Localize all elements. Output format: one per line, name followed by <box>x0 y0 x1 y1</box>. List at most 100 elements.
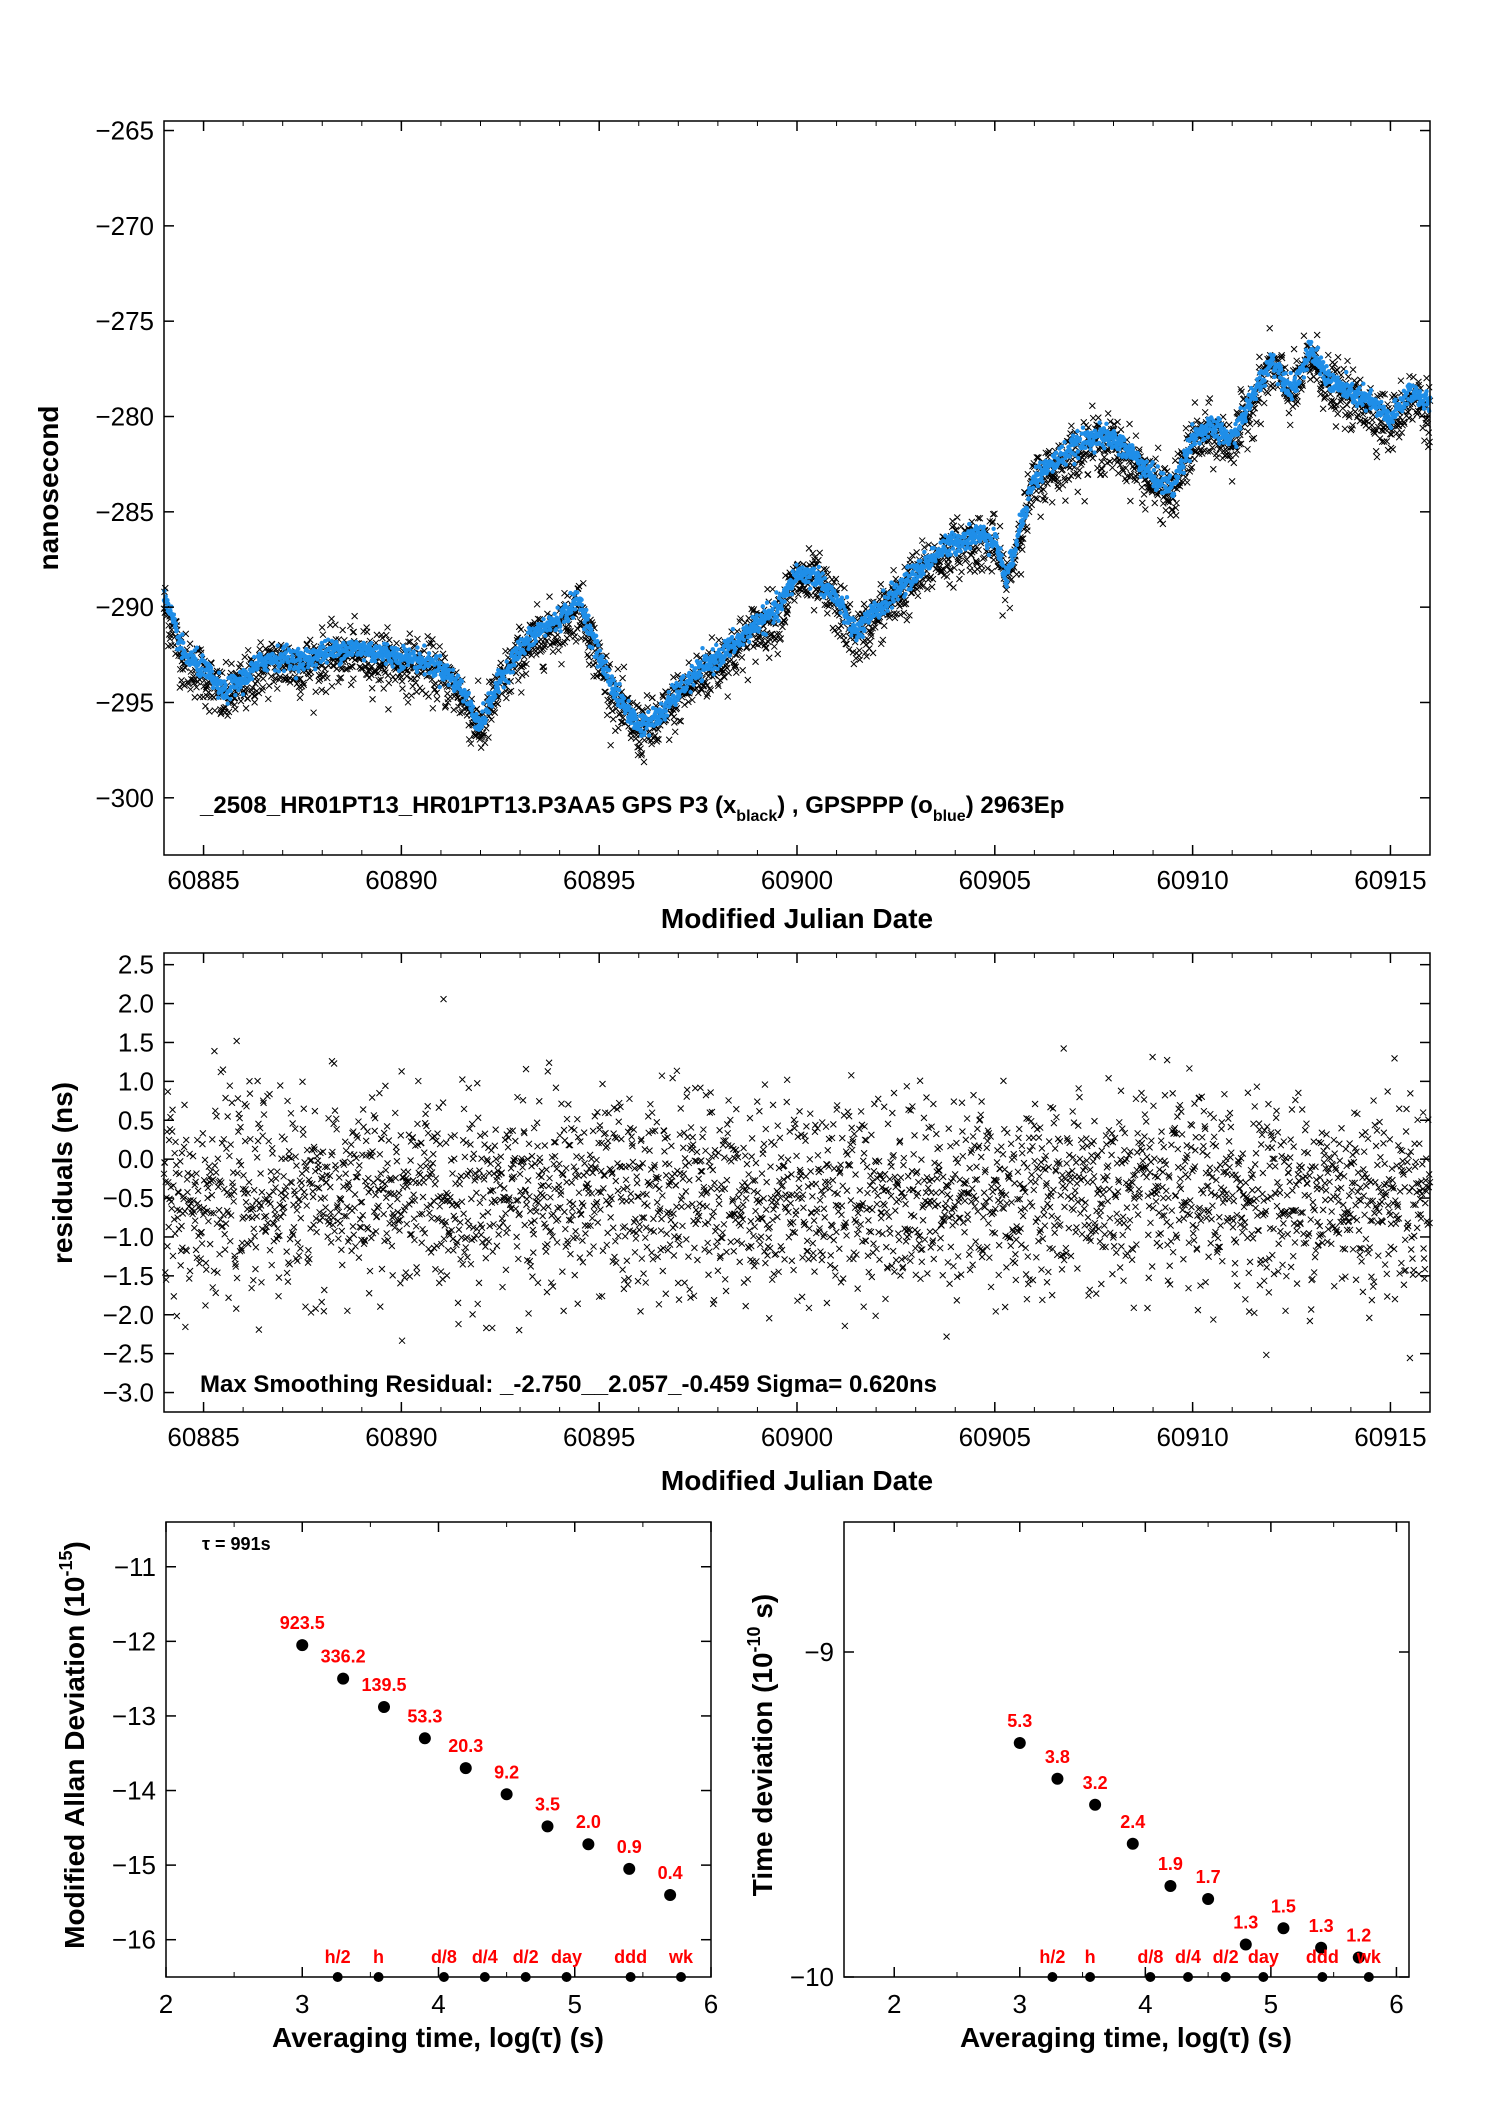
black-x-point <box>1114 418 1121 426</box>
black-x-point <box>860 600 868 608</box>
blue-o-point <box>748 634 753 639</box>
black-x-point <box>286 678 294 686</box>
blue-o-point <box>296 669 301 674</box>
black-x-point <box>1228 478 1236 485</box>
blue-o-point <box>390 664 395 669</box>
black-x-point <box>1159 520 1167 528</box>
blue-o-point <box>369 640 374 646</box>
black-x-point <box>1151 499 1159 507</box>
blue-o-point <box>483 717 489 722</box>
black-x-point <box>571 633 579 640</box>
black-x-point <box>564 627 572 635</box>
black-x-point <box>752 658 759 666</box>
blue-o-point <box>658 701 664 706</box>
blue-o-point <box>570 615 576 620</box>
black-x-point <box>1172 512 1180 519</box>
black-x-point <box>253 677 261 685</box>
blue-o-point <box>216 670 222 675</box>
black-x-point <box>420 647 428 655</box>
blue-o-point <box>611 678 616 683</box>
blue-o-point <box>820 571 825 576</box>
blue-o-point <box>293 676 299 681</box>
black-x-point <box>1331 360 1339 368</box>
blue-o-point <box>558 624 563 629</box>
blue-o-point <box>501 685 506 690</box>
blue-o-point <box>200 653 205 658</box>
black-x-point <box>715 682 722 690</box>
black-x-point <box>427 639 435 647</box>
blue-o-point <box>885 608 890 613</box>
blue-o-point <box>590 645 595 650</box>
black-x-point <box>375 676 382 684</box>
black-x-point <box>342 665 350 673</box>
black-x-point <box>467 740 475 747</box>
blue-o-point <box>210 685 216 691</box>
black-x-point <box>176 684 184 691</box>
blue-o-point <box>1013 547 1019 553</box>
blue-o-point <box>1011 561 1016 567</box>
black-x-point <box>974 565 981 573</box>
blue-o-point <box>1025 508 1030 513</box>
black-x-point <box>349 675 357 683</box>
black-x-point <box>1106 458 1114 465</box>
blue-o-point <box>233 692 238 698</box>
blue-o-point <box>434 653 439 659</box>
black-x-point <box>1001 596 1009 604</box>
black-x-point <box>1230 459 1238 467</box>
black-x-point <box>1094 414 1102 421</box>
black-x-point <box>494 700 502 708</box>
black-x-point <box>533 600 541 608</box>
black-x-point <box>265 682 273 690</box>
black-x-point <box>384 624 391 631</box>
black-x-point <box>1088 402 1096 410</box>
black-x-point <box>310 709 317 717</box>
black-x-point <box>225 708 233 716</box>
black-x-point <box>609 715 617 723</box>
blue-o-point <box>208 665 214 670</box>
blue-o-point <box>384 642 390 647</box>
blue-o-point <box>646 709 651 715</box>
blue-o-point <box>973 540 978 545</box>
blue-o-point <box>658 719 663 724</box>
black-x-point <box>1017 571 1025 578</box>
black-x-point <box>244 646 252 654</box>
black-x-point <box>880 622 888 630</box>
black-x-point <box>655 736 662 743</box>
black-x-point <box>332 621 339 629</box>
black-x-point <box>614 724 622 732</box>
blue-o-point <box>555 605 560 610</box>
black-x-point <box>241 653 249 661</box>
black-x-point <box>1285 409 1293 417</box>
black-x-point <box>698 686 706 694</box>
blue-o-point <box>264 668 270 673</box>
black-x-point <box>256 646 264 653</box>
blue-o-point <box>811 566 817 571</box>
blue-o-point <box>1004 584 1010 589</box>
black-x-point <box>497 659 505 667</box>
black-x-point <box>182 664 189 672</box>
black-x-point <box>228 660 235 668</box>
blue-o-point <box>479 724 485 729</box>
black-x-point <box>222 658 230 666</box>
blue-o-point <box>426 651 432 656</box>
blue-o-point <box>415 645 420 650</box>
black-x-point <box>558 660 565 668</box>
blue-o-point <box>779 607 785 612</box>
blue-o-point <box>763 632 768 637</box>
black-x-point <box>1048 498 1056 506</box>
black-x-point <box>259 684 267 691</box>
black-x-point <box>1104 410 1112 417</box>
black-x-point <box>351 612 358 620</box>
black-x-point <box>347 681 355 689</box>
black-x-point <box>1286 421 1294 429</box>
black-x-point <box>1062 497 1069 504</box>
blue-o-point <box>754 613 760 618</box>
black-x-point <box>846 600 854 608</box>
black-x-point <box>620 663 628 671</box>
blue-o-point <box>325 637 331 642</box>
blue-o-point <box>646 733 652 738</box>
black-x-point <box>706 685 714 692</box>
black-x-point <box>190 676 198 684</box>
black-x-point <box>809 549 817 557</box>
black-x-point <box>629 699 637 707</box>
